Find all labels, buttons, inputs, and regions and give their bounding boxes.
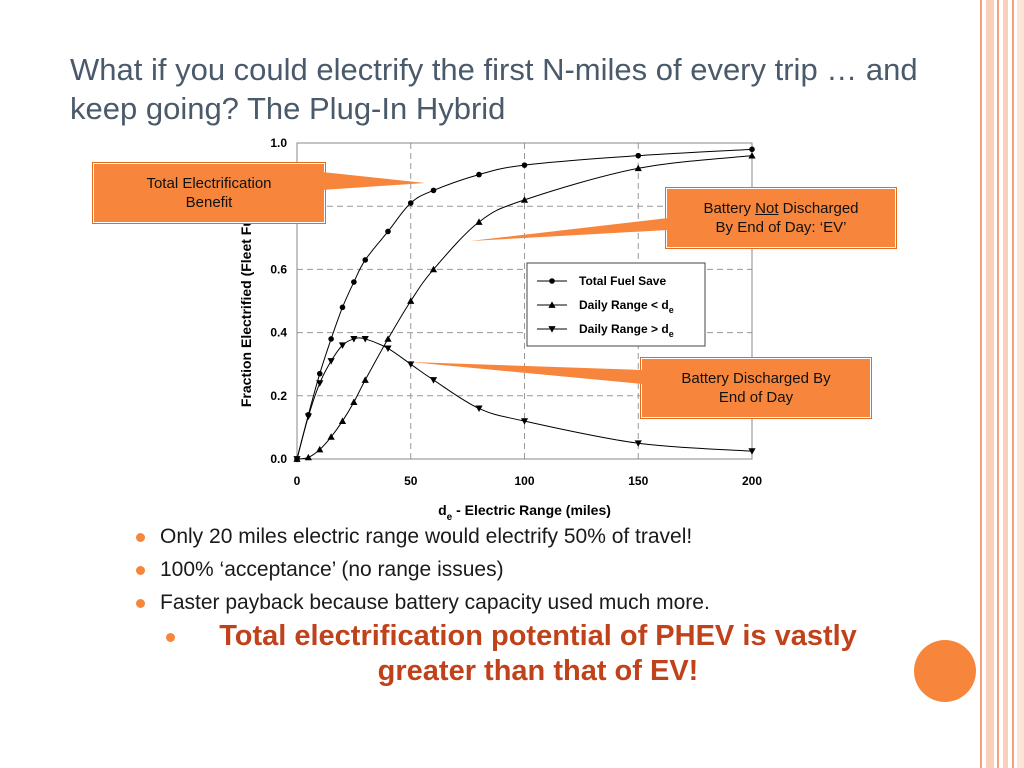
callout-not-discharged-line2: By End of Day: ‘EV’ (715, 219, 847, 236)
data-point (475, 405, 483, 413)
data-point (548, 326, 556, 333)
data-point (316, 380, 324, 387)
data-point (351, 279, 357, 285)
series-2 (293, 152, 756, 462)
legend-label: Total Fuel Save (579, 274, 666, 288)
data-point (476, 171, 482, 178)
data-point (748, 152, 756, 159)
chart-legend: Total Fuel Save Daily Range < de Daily Ran… (526, 262, 706, 347)
legend-item: Total Fuel Save (537, 274, 666, 288)
y-tick-label: 1.0 (270, 136, 287, 150)
x-axis-label-rest: - Electric Range (miles) (452, 502, 611, 518)
data-point (521, 162, 528, 168)
callout-not-discharged-pre: Battery (703, 200, 756, 217)
data-point (384, 345, 392, 352)
callout-battery-not-discharged: Battery Not Discharged By End of Day: ‘E… (666, 188, 896, 248)
bullet-item: Faster payback because battery capacity … (136, 586, 896, 619)
x-axis-label: de - Electric Range (miles) (438, 502, 611, 523)
x-tick-label: 200 (742, 474, 762, 488)
y-tick-label: 0.4 (270, 326, 287, 340)
data-point (316, 370, 323, 377)
callout-total-line1: Total Electrification (146, 175, 272, 192)
legend-item: Daily Range < de (537, 298, 674, 315)
data-point (361, 376, 369, 383)
data-point (407, 200, 414, 206)
data-point (748, 448, 756, 455)
data-point (548, 301, 556, 308)
y-tick-label: 0.6 (270, 262, 287, 276)
data-point (749, 146, 755, 153)
data-point (475, 218, 483, 225)
data-point (430, 187, 437, 194)
y-tick-label: 0.2 (270, 389, 287, 403)
callout-discharged-line1: Battery Discharged By (681, 370, 831, 387)
series-3 (293, 336, 756, 463)
data-point (407, 297, 415, 304)
data-point (338, 417, 347, 424)
data-point (429, 377, 438, 384)
chart-series (293, 146, 756, 463)
data-point (407, 361, 415, 368)
callout-battery-discharged: Battery Discharged By End of Day (641, 358, 871, 418)
callout-not-discharged-post: Discharged (778, 200, 859, 217)
slide-title: What if you could electrify the first N-… (70, 52, 918, 126)
data-point (520, 196, 529, 203)
data-point (429, 265, 438, 273)
y-tick-label: 0.0 (270, 452, 287, 466)
data-point (338, 342, 347, 349)
legend-item: Daily Range > de (537, 322, 674, 339)
data-point (350, 398, 358, 405)
callout-total-electrification-benefit: Total Electrification Benefit (93, 163, 325, 223)
legend-label: Daily Range > de (579, 322, 674, 339)
emphasis-bullet: Total electrification potential of PHEV … (166, 619, 878, 689)
data-point (362, 257, 369, 263)
plot-area-frame (296, 142, 753, 460)
callout-discharged-line2: End of Day (718, 389, 794, 406)
data-point (304, 453, 312, 461)
data-point (304, 413, 312, 420)
chart-grid (297, 143, 752, 459)
bullet-item: Only 20 miles electric range would elect… (136, 520, 896, 553)
y-axis-label: Fraction Electrified (Fleet Fu…d) (238, 191, 254, 407)
x-tick-label: 100 (514, 474, 534, 488)
bullet-list: Only 20 miles electric range would elect… (136, 520, 896, 689)
data-point (350, 336, 358, 343)
data-point (293, 456, 301, 463)
x-tick-label: 150 (628, 474, 648, 488)
series-line (296, 148, 753, 460)
series-line (296, 337, 753, 460)
x-axis-label-subscript: e (447, 512, 453, 523)
data-point (328, 336, 334, 342)
data-point (384, 335, 392, 342)
callout-not-discharged-underlined: Not (755, 200, 779, 217)
x-axis-label-symbol: d (438, 502, 447, 518)
bullet-item: 100% ‘acceptance’ (no range issues) (136, 553, 896, 586)
data-point (520, 418, 529, 425)
data-point (316, 445, 324, 453)
x-tick-label: 0 (294, 474, 301, 488)
data-point (635, 152, 642, 159)
data-point (327, 433, 335, 440)
data-point (634, 440, 642, 447)
legend-label: Daily Range < de (579, 298, 674, 315)
data-point (385, 228, 391, 235)
data-point (634, 164, 642, 172)
callout-total-line2: Benefit (185, 194, 233, 211)
data-point (339, 304, 346, 311)
data-point (361, 336, 369, 343)
decorative-circle (914, 640, 976, 702)
data-point (549, 278, 555, 284)
data-point (327, 358, 335, 365)
callout-not-discharged-line1: Battery Not Discharged (703, 199, 858, 218)
x-tick-label: 50 (404, 474, 418, 488)
series-1 (294, 146, 755, 462)
